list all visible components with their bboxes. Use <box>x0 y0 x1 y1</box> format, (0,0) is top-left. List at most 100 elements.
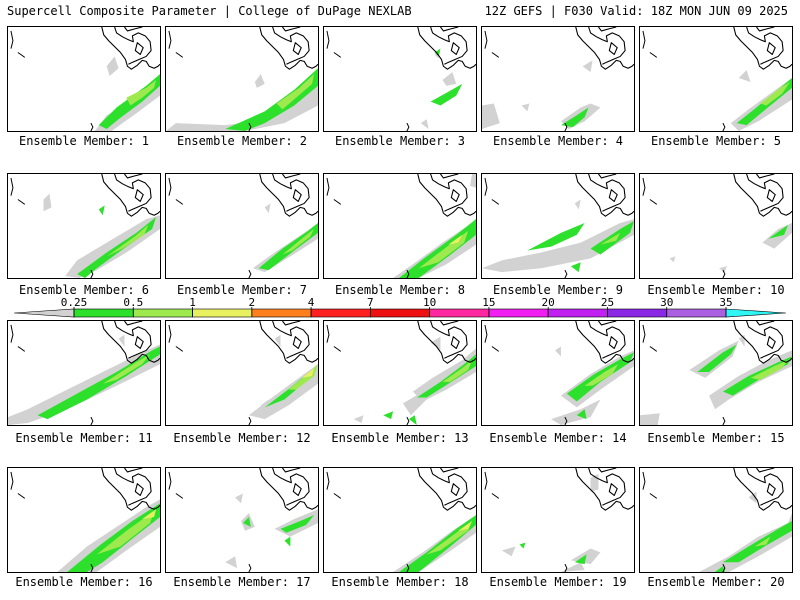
great-lakes-outline <box>101 174 160 217</box>
great-lakes-outline <box>575 468 634 511</box>
colorbar-tick-label: 4 <box>308 297 315 309</box>
ensemble-member-label: Ensemble Member: 7 <box>176 283 308 297</box>
ensemble-member-label: Ensemble Member: 8 <box>334 283 466 297</box>
coastline-fragment <box>642 30 646 49</box>
scp-contour-fill <box>750 360 789 380</box>
ensemble-member-map <box>481 26 635 132</box>
scp-contour-fill <box>282 228 315 255</box>
great-lakes-outline <box>733 468 792 511</box>
scp-contour-fill <box>288 364 318 390</box>
great-lakes-outline <box>575 321 634 364</box>
boundary-fragment <box>248 122 252 131</box>
ensemble-member-label: Ensemble Member: 20 <box>647 575 785 589</box>
boundary-fragment <box>406 563 410 572</box>
colorbar-tick-label: 30 <box>660 297 673 309</box>
colorbar-segment <box>73 308 134 318</box>
map-canvas <box>482 174 634 278</box>
coastline-fragment <box>326 30 330 49</box>
scp-contour-fill <box>560 107 589 128</box>
colorbar-legend: 0.25 0.5 1 2 4 7 10 15 20 25 30 35 <box>14 297 786 318</box>
colorbar-segment <box>310 308 371 318</box>
boundary-fragment <box>406 416 410 425</box>
scp-contour-fill <box>482 199 634 273</box>
scp-contour-fill <box>276 74 315 110</box>
ensemble-member-map <box>165 26 319 132</box>
boundary-fragment <box>248 269 252 278</box>
ensemble-member-label: Ensemble Member: 10 <box>647 283 785 297</box>
boundary-fragment <box>17 493 26 499</box>
boundary-fragment <box>491 493 500 499</box>
great-lakes-outline <box>575 27 634 70</box>
map-canvas <box>642 468 792 572</box>
colorbar-tick-label: 2 <box>249 297 256 309</box>
boundary-fragment <box>564 122 568 131</box>
ensemble-member-map <box>7 320 161 426</box>
scp-contour-fill <box>519 542 587 565</box>
map-canvas <box>326 468 476 572</box>
ensemble-member-label: Ensemble Member: 18 <box>331 575 469 589</box>
scp-contour-fill <box>501 473 601 572</box>
scp-contour-fill <box>8 334 160 425</box>
map-canvas <box>168 174 318 278</box>
coastline-fragment <box>10 177 14 196</box>
ensemble-member-map <box>481 173 635 279</box>
map-canvas <box>642 27 792 131</box>
boundary-fragment <box>333 493 342 499</box>
boundary-fragment <box>491 52 500 58</box>
boundary-fragment <box>90 269 94 278</box>
ensemble-member-map <box>165 320 319 426</box>
colorbar-segment <box>192 308 253 318</box>
boundary-fragment <box>722 563 726 572</box>
scp-contour-fill <box>430 48 463 106</box>
great-lakes-outline <box>259 27 318 70</box>
scp-contour-fill <box>420 50 457 130</box>
ensemble-member-map <box>639 320 793 426</box>
scp-contour-fill <box>242 515 315 547</box>
boundary-fragment <box>17 346 26 352</box>
colorbar-tick-label: 25 <box>601 297 614 309</box>
map-canvas <box>484 468 634 572</box>
colorbar-segment <box>725 308 786 318</box>
coastline-fragment <box>642 471 646 490</box>
scp-contour-fill <box>258 223 318 271</box>
map-canvas <box>166 27 318 131</box>
scp-contour-fill <box>393 174 476 278</box>
colorbar-segment <box>666 308 727 318</box>
coastline-fragment <box>642 324 646 343</box>
ensemble-member-map <box>165 173 319 279</box>
scp-contour-fill <box>399 219 476 278</box>
great-lakes-outline <box>733 27 792 70</box>
scp-contour-fill <box>768 225 789 239</box>
ensemble-member-map <box>323 467 477 573</box>
great-lakes-outline <box>417 174 476 217</box>
ensemble-member-map <box>7 467 161 573</box>
map-canvas <box>10 468 160 572</box>
colorbar-tick-label: 15 <box>482 297 495 309</box>
coastline-fragment <box>484 30 488 49</box>
scp-contour-fill <box>96 511 155 555</box>
boundary-fragment <box>175 346 184 352</box>
ensemble-member-map <box>481 467 635 573</box>
ensemble-member-map <box>7 173 161 279</box>
map-canvas <box>8 321 160 425</box>
boundary-fragment <box>248 416 252 425</box>
coastline-fragment <box>484 471 488 490</box>
scp-contour-fill <box>393 515 476 572</box>
map-title: Supercell Composite Parameter | College … <box>7 4 412 18</box>
ensemble-member-map <box>323 320 477 426</box>
coastline-fragment <box>10 324 14 343</box>
great-lakes-outline <box>417 321 476 364</box>
boundary-fragment <box>722 122 726 131</box>
ensemble-member-label: Ensemble Member: 12 <box>173 431 311 445</box>
scp-contour-fill <box>225 68 318 131</box>
ensemble-member-label: Ensemble Member: 3 <box>334 134 466 148</box>
boundary-fragment <box>649 52 658 58</box>
coastline-fragment <box>168 324 172 343</box>
boundary-fragment <box>175 493 184 499</box>
great-lakes-outline <box>101 27 160 70</box>
scp-contour-fill <box>458 520 473 531</box>
boundary-fragment <box>90 416 94 425</box>
ensemble-member-map <box>639 467 793 573</box>
colorbar-segment <box>251 308 312 318</box>
boundary-fragment <box>333 346 342 352</box>
